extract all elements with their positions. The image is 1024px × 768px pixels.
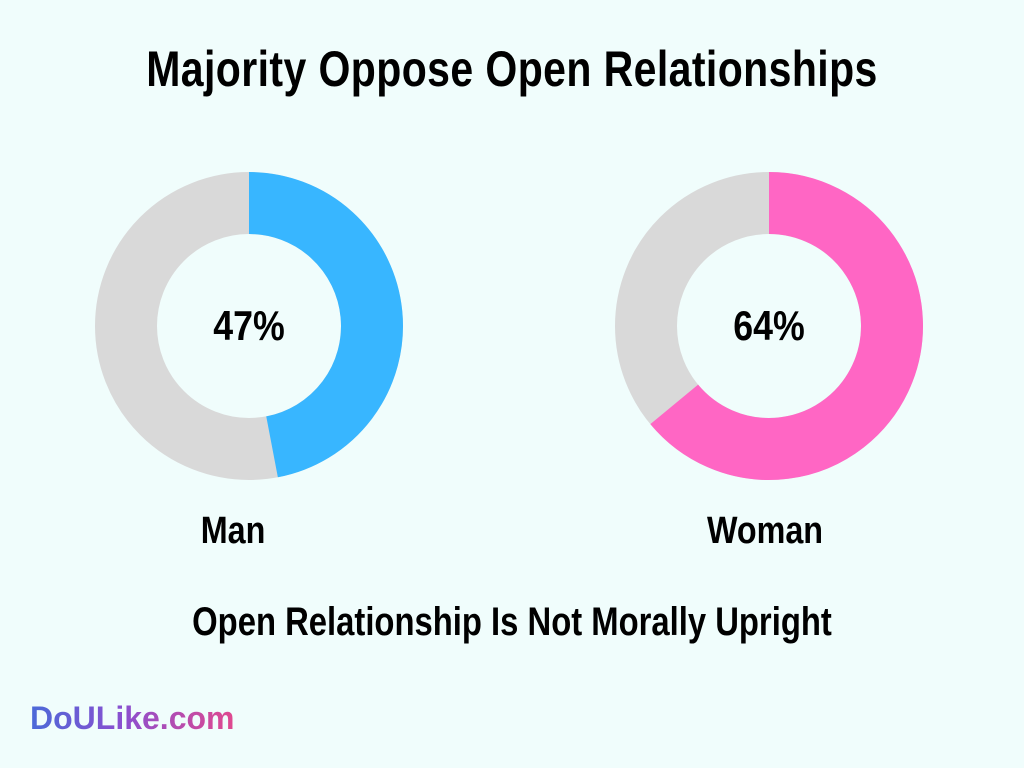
woman-label: Woman <box>706 510 824 552</box>
woman-percentage-label: 64% <box>733 302 805 349</box>
man-label: Man <box>200 510 266 552</box>
chart-subtitle: Open Relationship Is Not Morally Upright <box>192 600 832 644</box>
chart-title: Majority Oppose Open Relationships <box>146 41 878 97</box>
brand-logo-text[interactable]: DoULike.com <box>30 700 235 736</box>
woman-donut-value-slice <box>650 172 923 480</box>
man-donut-value-slice <box>248 172 403 478</box>
man-percentage-label: 47% <box>213 302 285 349</box>
